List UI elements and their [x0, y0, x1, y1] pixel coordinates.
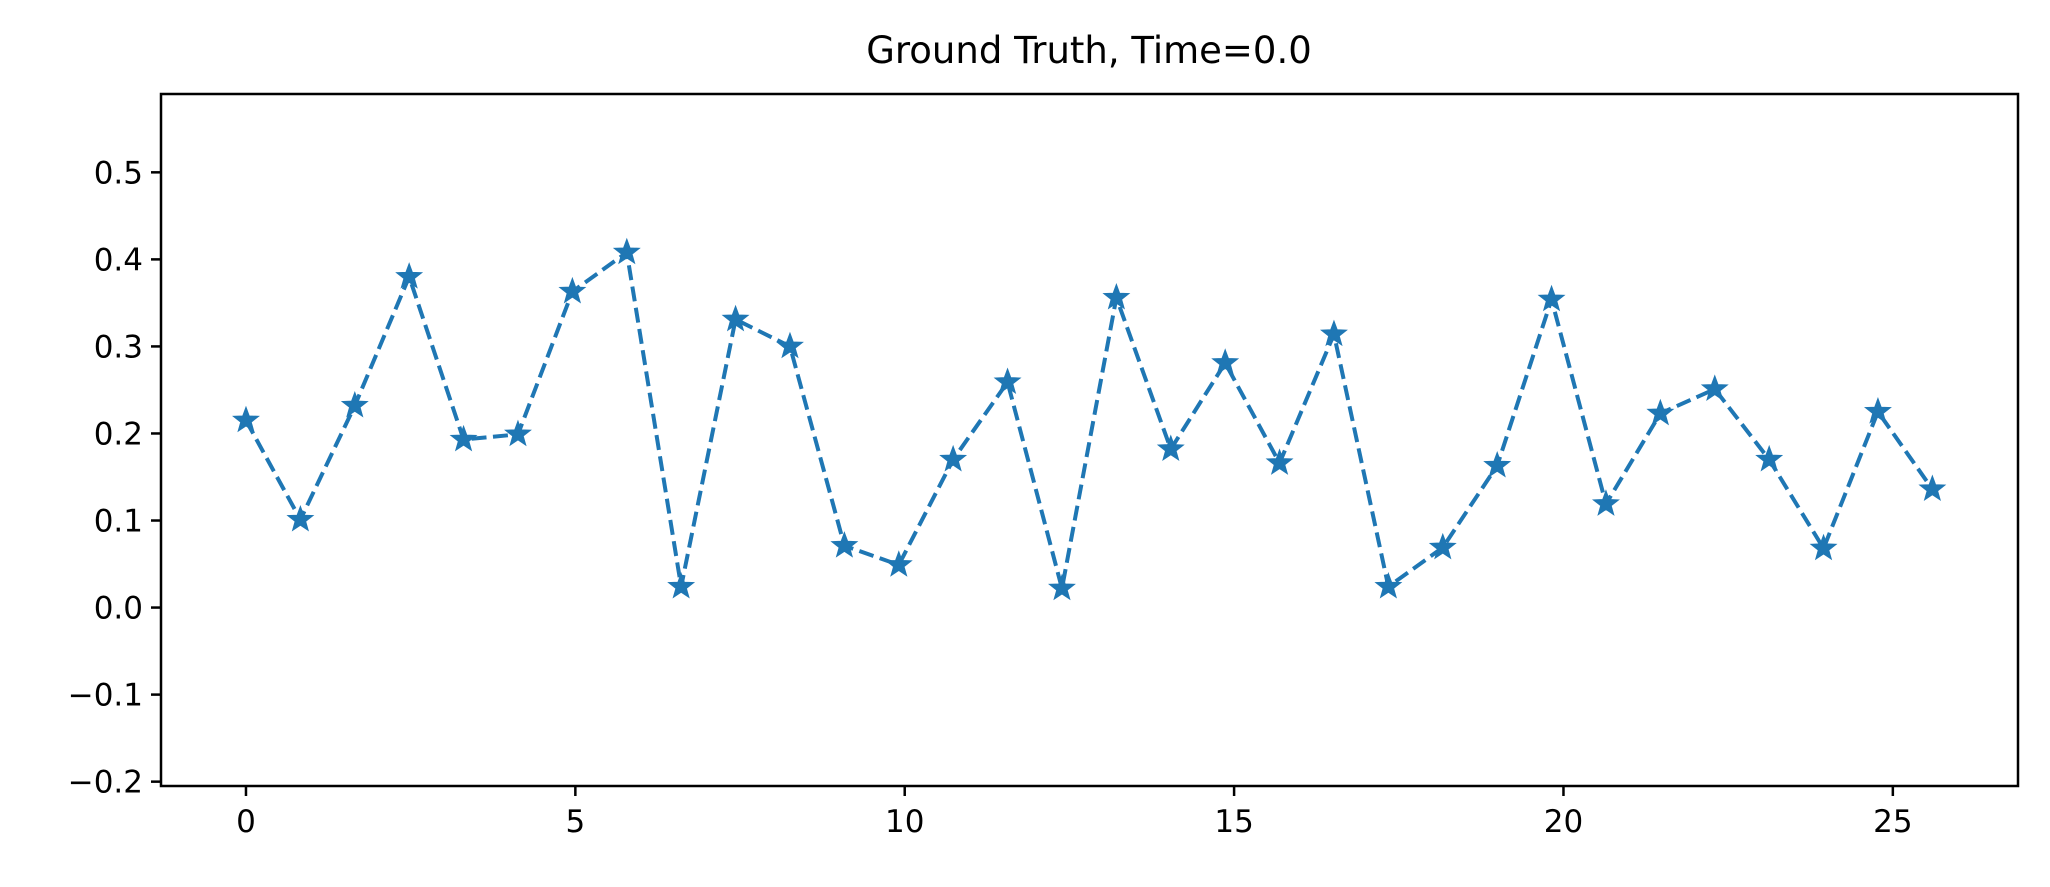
- data-point-star-marker: [340, 390, 369, 418]
- y-tick-label: −0.1: [68, 678, 143, 714]
- data-point-star-marker: [449, 424, 478, 452]
- data-point-star-marker: [1428, 532, 1457, 560]
- data-point-star-marker: [1700, 374, 1729, 401]
- data-point-star-marker: [721, 304, 750, 332]
- data-point-star-marker: [939, 444, 968, 472]
- data-point-star-marker: [1537, 284, 1566, 312]
- data-point-star-marker: [1646, 398, 1675, 426]
- y-tick-label: 0.5: [94, 155, 143, 191]
- series-line: [244, 250, 1934, 591]
- x-tick-label: 20: [1544, 804, 1583, 840]
- y-tick-label: −0.2: [68, 765, 143, 801]
- y-tick-label: 0.4: [94, 242, 143, 278]
- data-point-star-marker: [1863, 397, 1892, 424]
- x-tick-label: 0: [236, 804, 256, 840]
- data-point-star-marker: [993, 367, 1022, 394]
- data-point-star-marker: [1809, 533, 1838, 561]
- data-point-star-marker: [558, 276, 587, 304]
- data-point-star-marker: [1265, 448, 1294, 475]
- data-point-star-marker: [1048, 573, 1076, 601]
- data-point-star-marker: [232, 405, 260, 433]
- x-tick-label: 10: [885, 804, 924, 840]
- x-tick-label: 15: [1214, 804, 1253, 840]
- data-point-star-marker: [1592, 489, 1620, 516]
- series-layer: [232, 237, 1947, 601]
- x-tick-label: 25: [1873, 804, 1912, 840]
- data-point-star-marker: [884, 550, 913, 577]
- data-point-star-marker: [776, 331, 804, 359]
- y-tick-label: 0.2: [94, 416, 143, 452]
- data-point-star-marker: [1374, 572, 1403, 599]
- plot-frame: [159, 92, 2020, 788]
- data-point-star-marker: [1918, 474, 1947, 502]
- y-tick-label: 0.3: [94, 329, 143, 365]
- data-point-star-marker: [504, 419, 532, 447]
- data-point-star-marker: [1483, 451, 1512, 478]
- data-point-star-marker: [1755, 444, 1784, 472]
- data-point-star-marker: [830, 531, 859, 558]
- data-point-star-marker: [1320, 319, 1348, 347]
- y-tick-label: 0.1: [94, 504, 143, 540]
- data-point-star-marker: [1102, 283, 1131, 310]
- chart-title: Ground Truth, Time=0.0: [866, 29, 1312, 72]
- axis-ticks: 0 5 10 15 20 25 −0.2 −0.1 0.0 0.1 0.2 0.3 0.4 0.5: [68, 155, 1913, 840]
- data-point-star-marker: [395, 262, 424, 289]
- data-point-star-marker: [1211, 348, 1240, 375]
- y-tick-label: 0.0: [94, 591, 143, 627]
- data-point-star-marker: [667, 572, 696, 599]
- data-point-star-marker: [612, 237, 641, 265]
- data-point-star-marker: [286, 504, 315, 532]
- data-point-star-marker: [1156, 434, 1185, 462]
- x-tick-label: 5: [565, 804, 585, 840]
